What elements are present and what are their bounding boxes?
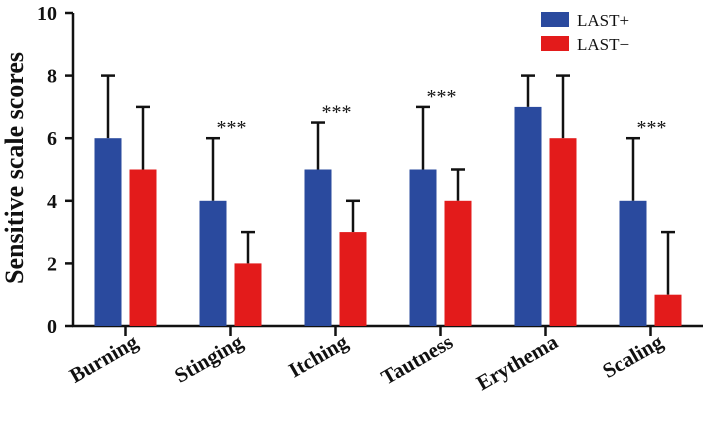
- y-tick-label: 4: [47, 191, 57, 213]
- category-label: Tautness: [377, 330, 457, 390]
- category-label: Burning: [65, 329, 142, 387]
- bar: [94, 138, 122, 326]
- bar: [234, 263, 262, 326]
- legend: LAST+ LAST−: [541, 11, 629, 54]
- significance-label: ***: [217, 117, 247, 139]
- axes: 0 2 4 6 8 10: [37, 3, 703, 338]
- y-tick-label: 6: [47, 128, 57, 150]
- category-label: Itching: [284, 329, 352, 382]
- bar: [199, 200, 227, 326]
- legend-label: LAST+: [577, 11, 629, 30]
- significance-label: ***: [322, 102, 352, 124]
- category-label: Scaling: [598, 329, 667, 383]
- bar: [619, 200, 647, 326]
- category-label: Erythema: [472, 329, 562, 395]
- significance-label: ***: [637, 117, 667, 139]
- bar: [304, 169, 332, 326]
- legend-swatch: [541, 36, 569, 51]
- bar: [444, 200, 472, 326]
- bar: [514, 106, 542, 327]
- y-tick-label: 0: [47, 316, 57, 338]
- legend-swatch: [541, 12, 569, 27]
- bars: [94, 74, 682, 327]
- y-tick-label: 2: [47, 253, 57, 275]
- bar: [654, 294, 682, 326]
- bar: [339, 232, 367, 326]
- y-tick-label: 8: [47, 66, 57, 88]
- legend-label: LAST−: [577, 35, 629, 54]
- significance-label: ***: [427, 86, 457, 108]
- bar: [549, 138, 577, 326]
- bar: [129, 169, 157, 326]
- category-label: Stinging: [170, 329, 247, 387]
- bar: [409, 169, 437, 326]
- y-axis-title: Sensitive scale scores: [0, 52, 29, 284]
- y-tick-label: 10: [37, 3, 57, 25]
